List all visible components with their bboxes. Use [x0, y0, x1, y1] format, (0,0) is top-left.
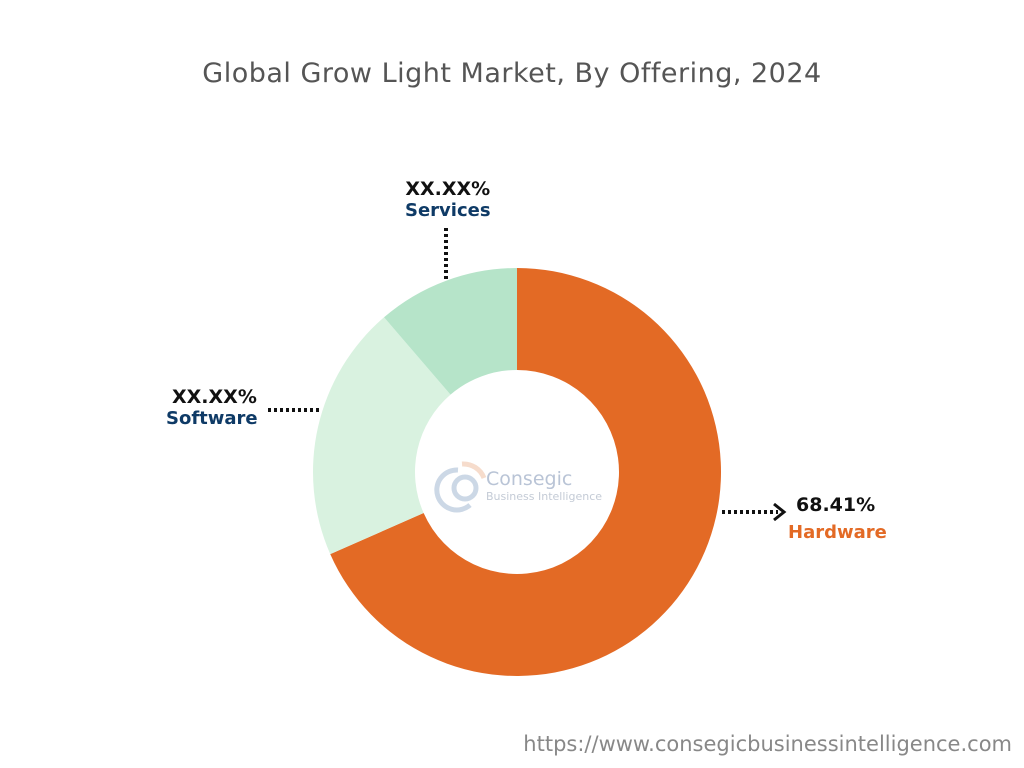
software-label: Software [166, 408, 258, 429]
chart-title: Global Grow Light Market, By Offering, 2… [202, 58, 822, 89]
logo [434, 461, 487, 513]
logo-name: Consegic [486, 468, 573, 490]
software-value: XX.XX% [172, 386, 257, 408]
slice-services [384, 268, 517, 395]
slice-hardware [330, 268, 721, 676]
hardware-label: Hardware [788, 522, 887, 543]
services-value: XX.XX% [405, 178, 491, 200]
services-label: Services [405, 200, 491, 221]
hardware-arrow-icon [773, 502, 787, 522]
slice-software [312, 317, 451, 555]
logo-sub: Business Intelligence [486, 490, 603, 503]
footer-url: https://www.consegicbusinessintelligence… [523, 732, 1012, 756]
hardware-value: 68.41% [796, 494, 876, 516]
